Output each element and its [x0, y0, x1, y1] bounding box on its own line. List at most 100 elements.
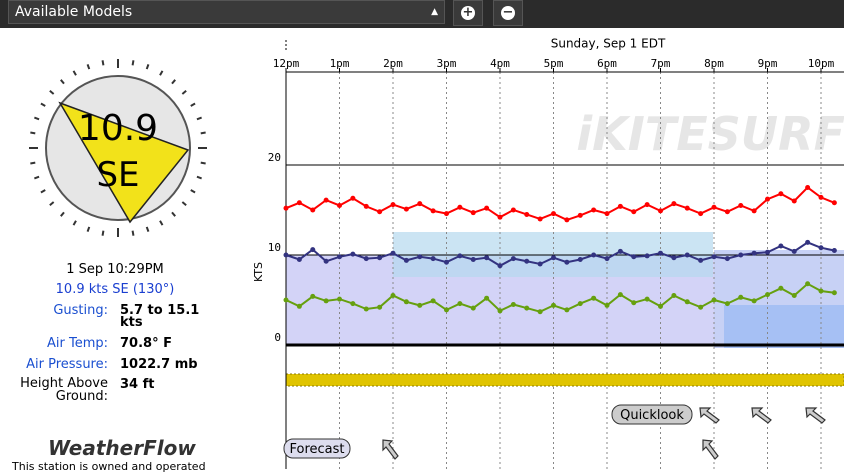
data-point [484, 295, 490, 301]
data-point [604, 211, 610, 217]
data-point [457, 253, 463, 259]
data-point [604, 256, 610, 262]
data-point [724, 301, 730, 307]
data-point [671, 292, 677, 298]
data-point [484, 255, 490, 261]
data-point [296, 256, 302, 262]
nav-arrow[interactable] [702, 439, 719, 460]
data-point [403, 299, 409, 305]
data-point [564, 259, 570, 265]
data-point [751, 250, 757, 256]
data-point [363, 256, 369, 262]
data-point [738, 202, 744, 208]
data-point [524, 305, 530, 311]
data-point [617, 292, 623, 298]
compass-tick [49, 201, 55, 206]
data-point [390, 250, 396, 256]
compass-tick [181, 201, 187, 206]
x-tick-label: 2pm [383, 57, 403, 70]
data-point [524, 211, 530, 217]
data-point [684, 205, 690, 211]
data-point [684, 252, 690, 258]
x-tick-label: 10pm [808, 57, 835, 70]
row-value: 34 ft [120, 377, 155, 392]
data-point [283, 205, 289, 211]
data-point [631, 300, 637, 306]
data-point [551, 255, 556, 261]
data-point [430, 256, 436, 262]
y-tick-label: 0 [274, 331, 281, 344]
compass-tick [196, 116, 202, 121]
data-point [350, 195, 356, 201]
data-point [551, 302, 556, 308]
compass-tick [40, 102, 46, 107]
data-point [591, 295, 597, 301]
data-point [711, 297, 717, 303]
watermark: iKITESURF [576, 107, 844, 161]
data-point [591, 252, 597, 258]
data-point [524, 258, 530, 264]
data-point [403, 257, 409, 263]
compass: 10.9 SE [29, 59, 207, 237]
row-label: Air Pressure: [26, 357, 108, 372]
quicklook-button[interactable]: Quicklook [611, 404, 693, 425]
data-point [564, 217, 570, 223]
data-point [711, 204, 717, 210]
data-point [778, 285, 784, 291]
compass-tick [145, 64, 150, 70]
data-point [818, 245, 824, 251]
add-button[interactable]: + [453, 0, 483, 26]
data-point [577, 256, 583, 262]
compass-tick [171, 79, 176, 85]
data-point [444, 307, 449, 313]
data-point [497, 214, 503, 220]
data-point [484, 205, 490, 211]
data-point [551, 211, 556, 217]
data-point [377, 255, 383, 261]
x-tick-label: 4pm [490, 57, 510, 70]
chart-title: Sunday, Sep 1 EDT [551, 37, 666, 51]
data-point [617, 248, 623, 254]
data-point [751, 208, 757, 214]
data-point [791, 292, 797, 298]
wind-summary: 10.9 kts SE (130°) [55, 282, 175, 297]
data-point [711, 254, 717, 260]
compass-dir: SE [96, 155, 139, 195]
data-point [765, 249, 770, 255]
compass-speed: 10.9 [78, 108, 158, 149]
forecast-button[interactable]: Forecast [283, 438, 351, 459]
row-value: 5.7 to 15.1 kts [120, 303, 200, 330]
wind-arrow [58, 101, 190, 224]
data-point [577, 301, 583, 307]
row-value: 1022.7 mb [120, 357, 198, 372]
data-point [765, 292, 770, 298]
data-point [497, 263, 503, 269]
compass-tick [60, 79, 65, 85]
data-point [403, 206, 409, 212]
compass-tick [101, 230, 105, 236]
compass-tick [60, 211, 65, 217]
nav-arrow[interactable] [751, 407, 772, 424]
forecast-area [724, 305, 844, 348]
data-point [310, 247, 316, 253]
model-select[interactable]: Available Models ▲ [8, 0, 445, 24]
select-label: Available Models [15, 4, 133, 20]
data-point [417, 302, 423, 308]
compass-tick [86, 64, 91, 70]
data-point [470, 256, 476, 262]
data-point [283, 252, 289, 258]
nav-arrow[interactable] [699, 407, 720, 424]
compass-tick [190, 102, 196, 107]
data-point [350, 301, 356, 307]
remove-button[interactable]: − [493, 0, 523, 26]
nav-arrow[interactable] [805, 407, 826, 424]
compass-tick [131, 230, 135, 236]
data-point [631, 254, 637, 260]
data-point [805, 184, 811, 190]
nav-arrow[interactable] [382, 439, 399, 460]
data-point [323, 197, 329, 203]
data-point [684, 299, 690, 305]
data-point [363, 306, 369, 312]
